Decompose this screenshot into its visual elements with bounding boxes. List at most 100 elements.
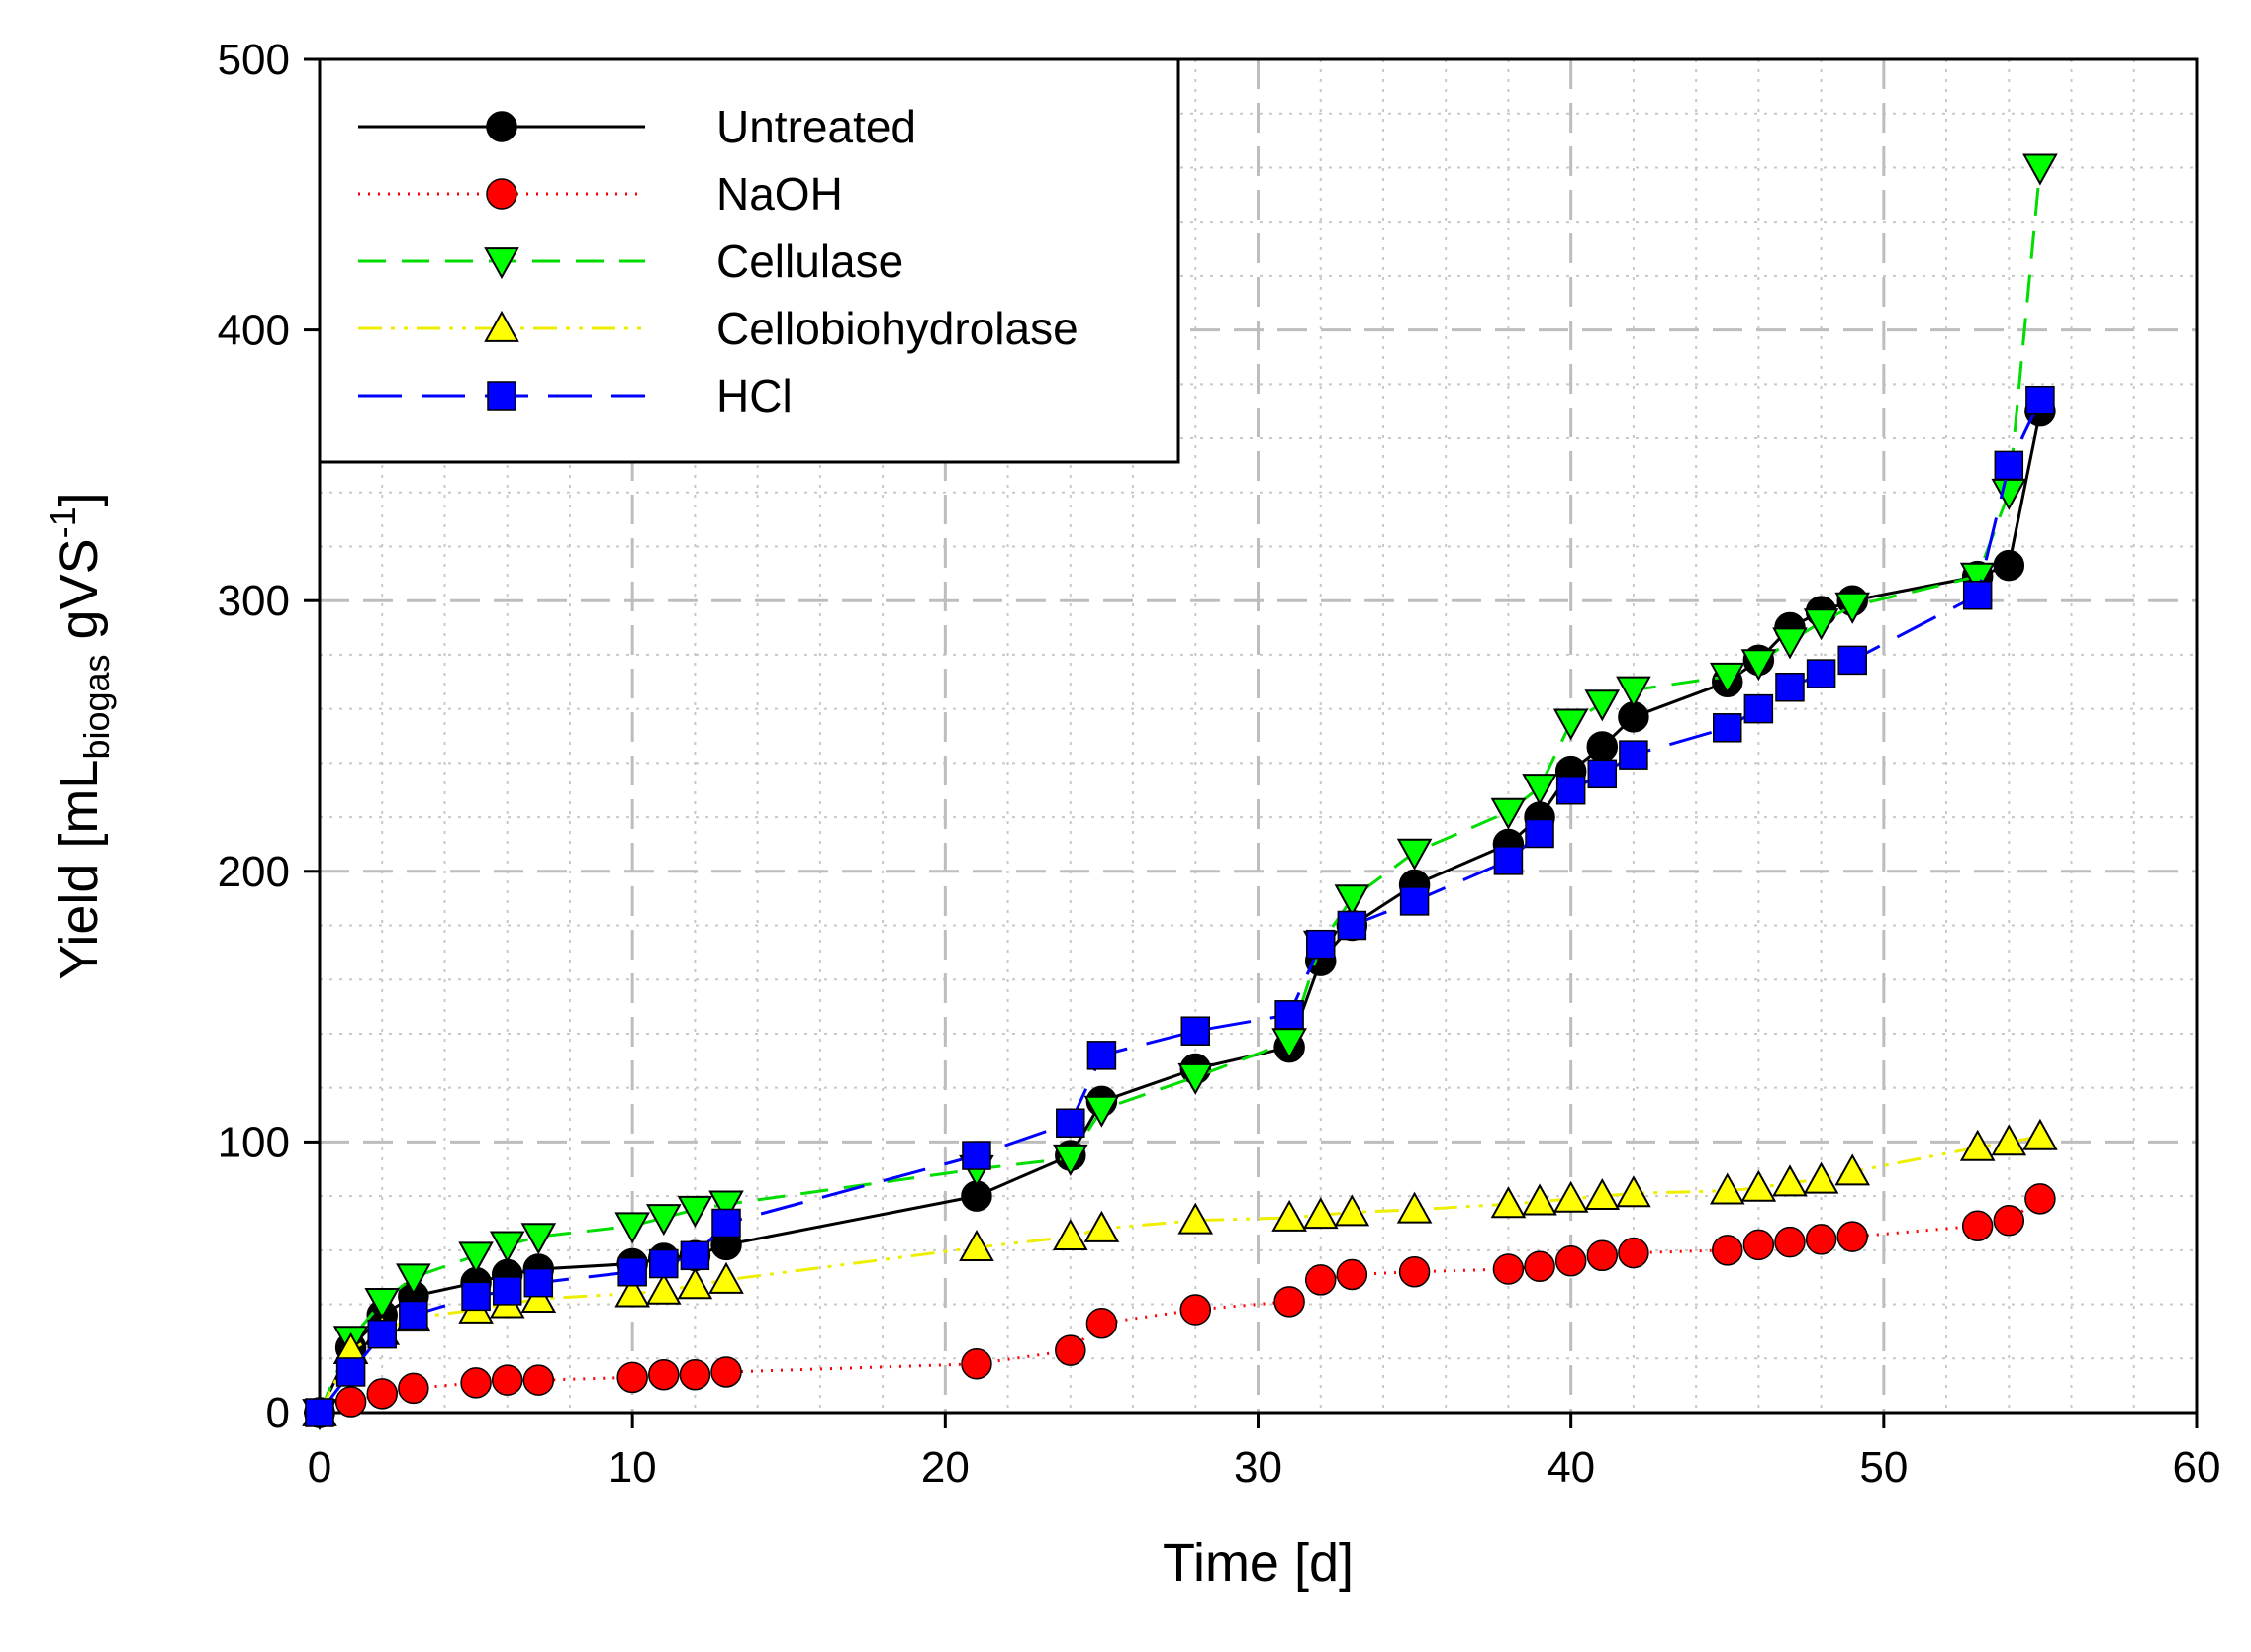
data-point-hcl xyxy=(1806,659,1836,688)
data-point-hcl xyxy=(1587,759,1618,789)
data-point-cellobiohydrolase xyxy=(614,1275,650,1308)
data-point-hcl xyxy=(1305,929,1336,960)
y-axis-title-unit: gVS xyxy=(49,538,109,654)
x-tick-label: 60 xyxy=(2173,1443,2221,1492)
data-point-naoh xyxy=(1774,1226,1806,1258)
data-point-cellulase xyxy=(1740,649,1777,682)
data-point-hcl xyxy=(461,1281,491,1312)
data-point-naoh xyxy=(1055,1334,1086,1366)
legend-marker-untreated xyxy=(486,111,517,142)
data-point-hcl xyxy=(1837,645,1867,676)
data-point-naoh xyxy=(1179,1294,1212,1326)
data-point-hcl xyxy=(649,1248,679,1279)
data-point-naoh xyxy=(1304,1264,1337,1296)
data-point-untreated xyxy=(1993,549,2025,582)
data-point-hcl xyxy=(1274,1000,1304,1030)
x-tick-label: 20 xyxy=(921,1443,970,1492)
data-point-naoh xyxy=(710,1356,742,1388)
data-point-hcl xyxy=(1399,886,1430,916)
data-point-cellobiohydrolase xyxy=(1740,1169,1777,1202)
data-point-cellulase xyxy=(458,1241,494,1274)
data-point-hcl xyxy=(335,1357,366,1387)
data-point-naoh xyxy=(1961,1210,1994,1241)
data-point-cellobiohydrolase xyxy=(1396,1191,1433,1224)
data-point-cellobiohydrolase xyxy=(1053,1219,1088,1251)
data-point-cellulase xyxy=(1552,708,1589,741)
data-point-hcl xyxy=(523,1267,554,1298)
data-point-naoh xyxy=(398,1372,429,1405)
data-point-naoh xyxy=(961,1348,992,1380)
data-point-cellulase xyxy=(489,1231,525,1263)
data-point-cellulase xyxy=(645,1204,682,1237)
data-point-naoh xyxy=(1273,1286,1305,1318)
y-tick-label: 500 xyxy=(218,36,290,84)
data-point-cellulase xyxy=(708,1190,744,1223)
data-point-cellobiohydrolase xyxy=(1177,1202,1214,1235)
data-point-cellulase xyxy=(1709,662,1745,694)
data-point-hcl xyxy=(1713,713,1742,743)
data-point-naoh xyxy=(334,1386,367,1418)
data-point-naoh xyxy=(1805,1224,1837,1255)
data-point-cellulase xyxy=(1334,884,1370,917)
data-point-naoh xyxy=(522,1364,555,1396)
data-point-cellulase xyxy=(1053,1144,1088,1176)
series-naoh xyxy=(304,1183,2056,1428)
legend-marker-hcl xyxy=(487,381,516,411)
data-point-hcl xyxy=(1775,673,1805,702)
data-point-hcl xyxy=(367,1319,397,1349)
data-point-cellulase xyxy=(2022,153,2058,186)
data-point-cellulase xyxy=(1490,797,1527,830)
legend: Untreated NaOH Cellulase Cellobiohydrolase H… xyxy=(318,57,1180,464)
data-point-naoh xyxy=(2024,1183,2056,1215)
y-tick-label: 200 xyxy=(218,848,290,896)
data-point-hcl xyxy=(1086,1041,1117,1070)
series-hcl xyxy=(305,385,2055,1427)
data-point-naoh xyxy=(1836,1221,1868,1252)
data-point-naoh xyxy=(460,1367,492,1399)
data-point-cellulase xyxy=(364,1287,401,1320)
legend-marker-naoh xyxy=(486,178,517,210)
data-point-naoh xyxy=(679,1358,711,1391)
data-point-cellulase xyxy=(1522,774,1557,806)
legend-entry-hcl: HCl xyxy=(358,370,793,421)
legend-entries: Untreated NaOH Cellulase Cellobiohydrolase H… xyxy=(358,101,1079,421)
data-point-cellobiohydrolase xyxy=(1522,1183,1557,1216)
legend-entry-cellulase: Cellulase xyxy=(358,235,903,287)
x-tick-labels: 0 10 20 30 40 50 60 xyxy=(308,1443,2221,1492)
data-point-cellulase xyxy=(520,1223,557,1255)
legend-label-untreated: Untreated xyxy=(716,101,916,152)
legend-label-cellobiohydrolase: Cellobiohydrolase xyxy=(716,303,1079,354)
x-tick-label: 40 xyxy=(1547,1443,1595,1492)
x-tick-label: 0 xyxy=(308,1443,331,1492)
data-point-cellobiohydrolase xyxy=(708,1261,744,1294)
data-point-naoh xyxy=(1586,1239,1619,1272)
data-point-cellobiohydrolase xyxy=(677,1267,713,1300)
data-point-cellobiohydrolase xyxy=(1616,1175,1651,1208)
data-point-hcl xyxy=(305,1398,334,1427)
data-point-cellobiohydrolase xyxy=(1709,1172,1745,1205)
data-point-naoh xyxy=(648,1358,680,1391)
y-axis-title-close: ] xyxy=(49,492,109,506)
legend-entry-naoh: NaOH xyxy=(358,168,843,220)
data-point-hcl xyxy=(1619,740,1648,770)
data-point-cellulase xyxy=(1803,608,1839,641)
data-point-hcl xyxy=(1555,775,1586,805)
y-tick-labels: 0 100 200 300 400 500 xyxy=(218,36,290,1437)
data-point-hcl xyxy=(711,1208,741,1239)
legend-label-cellulase: Cellulase xyxy=(716,235,903,287)
data-point-naoh xyxy=(1492,1253,1525,1285)
data-point-cellulase xyxy=(1083,1095,1120,1128)
data-point-cellobiohydrolase xyxy=(1490,1186,1527,1219)
y-axis-title-subscript: biogas xyxy=(76,654,117,759)
data-point-cellulase xyxy=(1177,1062,1214,1095)
data-point-cellulase xyxy=(677,1195,713,1228)
data-point-hcl xyxy=(1525,818,1554,849)
data-point-hcl xyxy=(399,1300,428,1331)
data-point-hcl xyxy=(1493,846,1524,875)
y-axis-title: Yield [mLbiogas gVS-1] xyxy=(43,492,117,979)
data-point-naoh xyxy=(1398,1255,1431,1288)
legend-marker-cellobiohydrolase xyxy=(484,310,519,342)
x-tick-label: 30 xyxy=(1234,1443,1282,1492)
legend-marker-cellulase xyxy=(484,247,519,280)
